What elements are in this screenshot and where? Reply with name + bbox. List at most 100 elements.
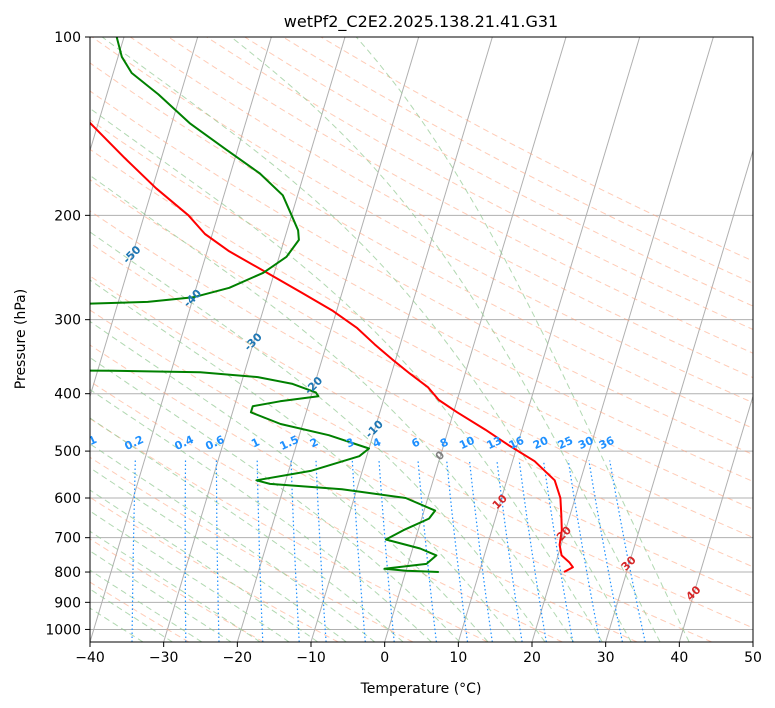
isotherm-line xyxy=(310,37,493,642)
dry-adiabat xyxy=(90,275,753,629)
background-lines xyxy=(82,37,753,643)
isotherm-label: -50 xyxy=(120,243,143,266)
isotherm-label: 20 xyxy=(554,523,574,543)
dry-adiabat xyxy=(90,242,753,598)
dewpoint-profile-line xyxy=(90,369,439,573)
moist-adiabat xyxy=(90,320,489,642)
isotherm-line xyxy=(163,37,346,642)
mixing-ratio-line xyxy=(496,460,523,642)
dry-adiabat xyxy=(206,37,753,330)
isotherm-label: 30 xyxy=(619,553,639,573)
moist-adiabat xyxy=(90,489,319,642)
dry-adiabat xyxy=(90,344,638,642)
mixing-ratio-line xyxy=(446,460,469,642)
mixing-ratio-label: 36 xyxy=(597,434,617,452)
isotherm-line xyxy=(752,640,753,642)
y-tick-label: 500 xyxy=(54,444,81,460)
moist-adiabat xyxy=(90,530,261,642)
isotherm-line xyxy=(531,37,714,642)
mixing-ratio-label: 1 xyxy=(249,435,261,450)
moist-adiabat xyxy=(230,37,661,642)
x-tick-label: −20 xyxy=(223,650,253,666)
moist-adiabat xyxy=(90,174,575,642)
isotherm-line xyxy=(90,37,199,398)
isotherm-line xyxy=(457,37,641,642)
plot-frame xyxy=(89,36,754,643)
y-tick-label: 100 xyxy=(54,30,81,46)
mixing-ratio-line xyxy=(215,460,220,642)
dry-adiabat xyxy=(282,37,753,284)
mixing-ratio-line xyxy=(131,460,136,642)
moist-adiabat xyxy=(90,550,232,642)
y-tick-label: 700 xyxy=(54,531,81,547)
y-tick-label: 300 xyxy=(54,313,81,329)
axis-ticks: −40 −30 −20 −10 0 10 20 30 40 5010020030040050060… xyxy=(45,30,762,666)
isotherm-label: 0 xyxy=(433,448,448,463)
dry-adiabat xyxy=(90,90,753,456)
mixing-ratio-line xyxy=(567,460,601,642)
mixing-ratio-line xyxy=(588,460,623,642)
mixing-ratio-line xyxy=(378,460,395,642)
x-axis-label: Temperature (°C) xyxy=(360,681,482,697)
isotherm-line xyxy=(384,37,567,642)
dry-adiabat xyxy=(90,119,753,483)
mixing-ratio-label: 25 xyxy=(556,434,575,452)
isotherm-label: -30 xyxy=(242,330,265,353)
isotherm-label: 40 xyxy=(683,583,703,603)
dry-adiabat xyxy=(90,210,753,568)
isotherm-label: -40 xyxy=(181,287,204,310)
isotherm-line xyxy=(90,37,125,153)
isotherm-line xyxy=(678,394,753,642)
mixing-ratio-label: 0.1 xyxy=(76,433,99,453)
isotherm-line xyxy=(236,37,420,642)
moist-adiabat xyxy=(90,588,173,642)
dry-adiabat xyxy=(130,37,753,379)
mixing-ratio-label: 30 xyxy=(576,434,596,452)
isotherm-label: 10 xyxy=(490,492,510,512)
mixing-ratio-label: 8 xyxy=(438,435,450,450)
dry-adiabat xyxy=(90,538,264,642)
dry-adiabat xyxy=(90,456,414,642)
isotherm-line xyxy=(90,37,272,642)
mixing-ratio-line xyxy=(184,460,187,642)
moist-adiabat xyxy=(101,37,632,642)
mixing-ratio-line xyxy=(256,460,264,642)
mixing-ratio-line xyxy=(468,460,493,642)
y-tick-label: 600 xyxy=(54,491,81,507)
isotherm-line xyxy=(605,148,753,642)
moist-adiabat xyxy=(90,231,546,642)
y-tick-label: 400 xyxy=(54,387,81,403)
moist-adiabat xyxy=(90,107,603,642)
y-axis-label: Pressure (hPa) xyxy=(13,289,29,389)
temperature-profile-line xyxy=(90,121,574,573)
mixing-ratio-label: 6 xyxy=(410,435,423,450)
mixing-ratio-line xyxy=(609,460,646,642)
x-tick-label: 50 xyxy=(744,650,762,666)
x-tick-label: 40 xyxy=(670,650,688,666)
moist-adiabat xyxy=(90,510,290,642)
dry-adiabat xyxy=(90,380,563,642)
mixing-ratio-line xyxy=(417,460,437,642)
y-tick-label: 1000 xyxy=(45,622,81,638)
dry-adiabat xyxy=(90,309,712,642)
x-tick-label: 0 xyxy=(380,650,389,666)
mixing-ratio-label: 0.4 xyxy=(173,433,196,453)
mixing-ratio-label: 13 xyxy=(485,434,504,452)
y-tick-label: 800 xyxy=(54,565,81,581)
dewpoint-upper-profile-line xyxy=(90,37,300,305)
mixing-ratio-label: 1.5 xyxy=(278,433,301,453)
x-tick-label: 20 xyxy=(523,650,541,666)
mixing-ratio-line xyxy=(82,461,89,643)
y-tick-label: 200 xyxy=(54,208,81,224)
isotherm-label: -70 xyxy=(0,156,23,179)
mixing-ratio-label: 2 xyxy=(308,435,320,450)
moist-adiabat xyxy=(90,388,432,642)
mixing-ratio-line xyxy=(351,460,366,642)
mixing-ratio-label: 0.6 xyxy=(203,433,226,453)
x-tick-label: −10 xyxy=(296,650,326,666)
moist-adiabat xyxy=(355,37,690,642)
mixing-ratio-line xyxy=(518,460,547,642)
moist-adiabat xyxy=(90,569,203,642)
x-tick-label: 30 xyxy=(597,650,615,666)
mixing-ratio-label: 20 xyxy=(531,434,551,452)
